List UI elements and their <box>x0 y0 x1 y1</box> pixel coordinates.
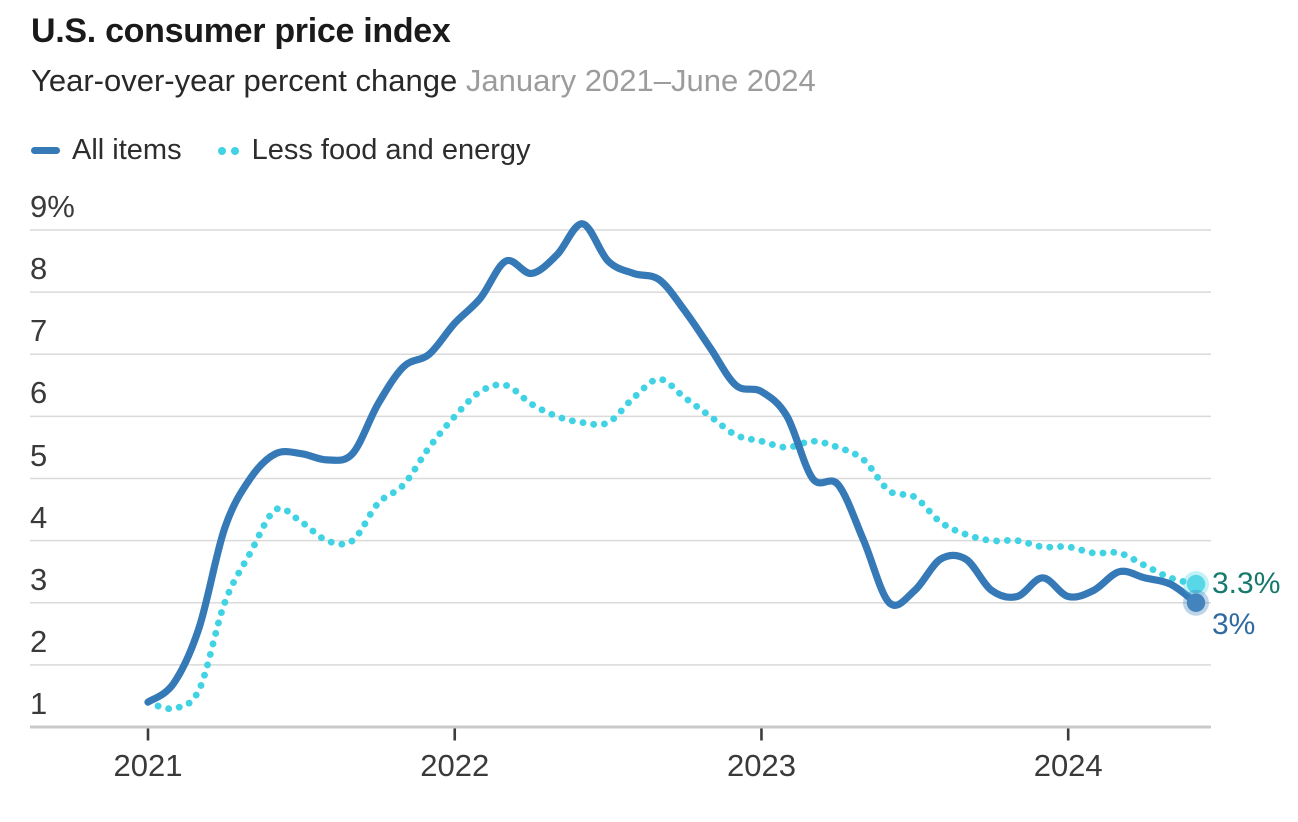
legend-item-less-food-and-energy: Less food and energy <box>217 134 531 167</box>
legend-item-all-items: All items <box>31 134 182 167</box>
core-dotted-swatch-icon <box>217 146 239 155</box>
y-axis-label: 4 <box>30 499 48 535</box>
legend-label-less-food-and-energy: Less food and energy <box>251 134 531 166</box>
chart-subtitle: Year-over-year percent change January 20… <box>31 63 816 99</box>
y-axis-label: 1 <box>30 686 48 721</box>
all-items-line-swatch-icon <box>31 147 60 154</box>
subtitle-date-range: January 2021–June 2024 <box>465 63 816 98</box>
x-axis-label: 2024 <box>1033 748 1103 783</box>
chart-legend: All items Less food and energy <box>31 134 531 167</box>
core-end-dot <box>1186 574 1206 594</box>
y-axis-label: 6 <box>30 375 48 411</box>
end-label-all-items: 3% <box>1212 607 1256 641</box>
x-axis-label: 2021 <box>113 748 183 783</box>
end-label-less-food-and-energy: 3.3% <box>1212 567 1281 601</box>
core-cpi-line <box>144 375 1200 713</box>
y-axis-label: 9% <box>30 189 75 224</box>
y-axis-label: 8 <box>30 251 48 287</box>
subtitle-text: Year-over-year percent change <box>31 63 458 98</box>
x-axis-label: 2023 <box>726 748 796 783</box>
all-items-end-dot <box>1186 593 1206 612</box>
y-axis-label: 2 <box>30 623 48 659</box>
x-axis-label: 2022 <box>420 748 490 783</box>
subtitle-spacer <box>457 63 466 98</box>
legend-label-all-items: All items <box>72 134 182 166</box>
y-axis-label: 7 <box>30 313 48 349</box>
y-axis-label: 3 <box>30 561 48 597</box>
chart-title: U.S. consumer price index <box>31 12 451 50</box>
y-axis-label: 5 <box>30 437 48 473</box>
all-items-line <box>144 220 1200 706</box>
